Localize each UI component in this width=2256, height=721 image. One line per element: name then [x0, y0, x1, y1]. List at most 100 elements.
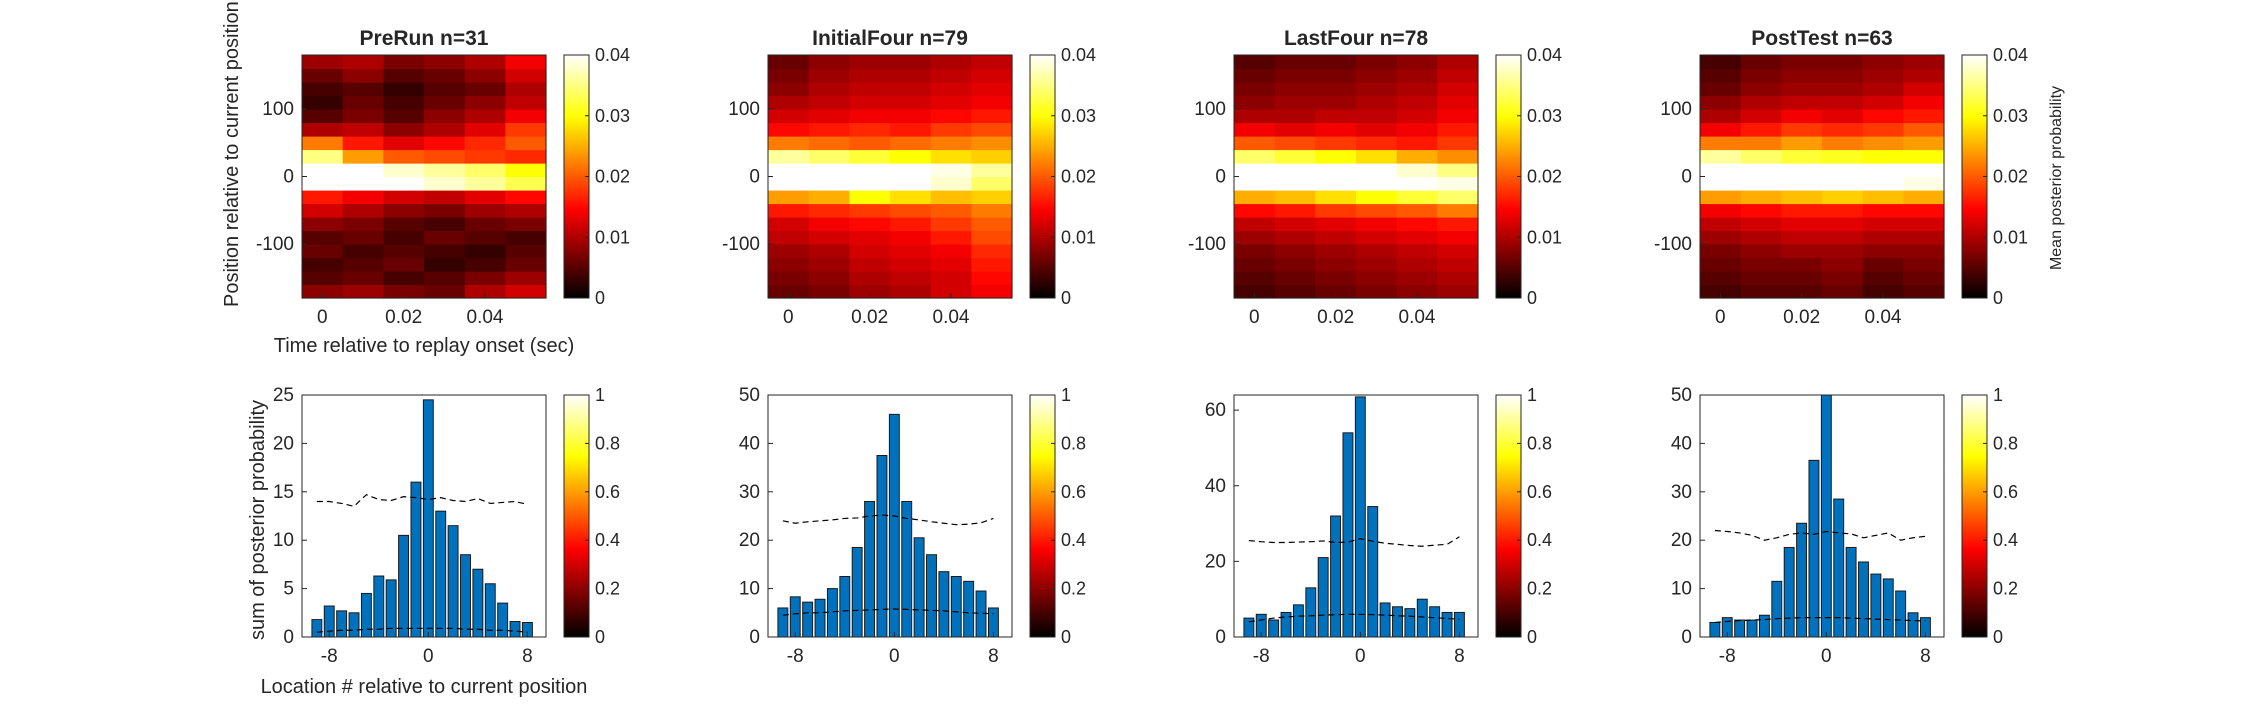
colorbar-gradient — [1961, 54, 1988, 299]
heatmap-cell — [1234, 136, 1276, 151]
heatmap-cell — [1396, 176, 1438, 191]
heatmap-cell — [505, 163, 547, 178]
heatmap-cell — [1437, 149, 1479, 164]
heatmap-cell — [1315, 176, 1357, 191]
heatmap-cell — [342, 163, 384, 178]
heatmap-cell — [1396, 271, 1438, 286]
heatmap-cell — [1740, 257, 1782, 272]
bar — [1441, 611, 1453, 638]
bar — [422, 399, 434, 638]
heatmap-cell — [1740, 95, 1782, 110]
heatmap-cell — [383, 149, 425, 164]
heatmap-cell — [1437, 95, 1479, 110]
heatmap-cell — [464, 190, 506, 205]
heatmap-cell — [1700, 176, 1742, 191]
heatmap-cell — [302, 68, 344, 83]
heatmap-cell — [971, 217, 1013, 232]
colorbar-gradient — [563, 394, 590, 638]
heatmap-cell — [808, 109, 850, 124]
heatmap-cell — [808, 176, 850, 191]
bar-panel-1: 0 5 10 15 20 25 -8 0 8 0 0.2 0.4 0.6 0.8 1 — [273, 385, 620, 667]
heatmap-cell — [1740, 244, 1782, 259]
bar — [789, 596, 801, 638]
bar — [938, 571, 950, 638]
heatmap-cell — [1356, 257, 1398, 272]
heatmap-cell — [1903, 257, 1945, 272]
heatmap-cell — [505, 136, 547, 151]
bar — [926, 554, 937, 638]
heatmap-cell — [1903, 136, 1945, 151]
heatmap-cell — [1396, 257, 1438, 272]
bar — [1342, 432, 1354, 638]
heatmap-cell — [930, 136, 972, 151]
heatmap-cell — [1903, 82, 1945, 97]
heatmap-cell — [505, 203, 547, 218]
y-tick-label: 10 — [739, 579, 760, 600]
heatmap-cell — [1740, 190, 1782, 205]
heatmap-cell — [1356, 230, 1398, 245]
heatmap-cell — [1396, 55, 1438, 70]
heatmap-cell — [505, 217, 547, 232]
heatmap-cell — [302, 190, 344, 205]
heatmap-cell — [464, 271, 506, 286]
heatmap-cell — [1234, 244, 1276, 259]
heatmap-cell — [930, 230, 972, 245]
lower-threshold-line — [1248, 613, 1460, 623]
heatmap-cell — [768, 284, 810, 299]
heatmap-cell — [1437, 163, 1479, 178]
heatmap-cell — [971, 163, 1013, 178]
bar — [1734, 619, 1746, 638]
heatmap-cell — [1740, 271, 1782, 286]
heatmap-cell — [1822, 68, 1864, 83]
heatmap-cell — [1396, 190, 1438, 205]
heatmap-cell — [1862, 190, 1904, 205]
upper-threshold-line — [1248, 536, 1460, 547]
heatmap-cell — [1903, 149, 1945, 164]
colorbar-gradient — [1029, 394, 1056, 638]
heatmap-cell — [1234, 55, 1276, 70]
x-tick-label: 0 — [1249, 307, 1260, 328]
heatmap-cell — [424, 190, 466, 205]
colorbar-tick-label: 0.6 — [595, 482, 620, 502]
bar — [950, 576, 962, 638]
heatmap-cell — [1822, 271, 1864, 286]
heatmap-cell — [890, 163, 932, 178]
heatmap-cell — [890, 257, 932, 272]
heatmap-cell — [342, 176, 384, 191]
heatmap-cell — [505, 122, 547, 137]
heatmap-cell — [1315, 257, 1357, 272]
heatmap-cell — [1781, 149, 1823, 164]
heatmap-cell — [1315, 149, 1357, 164]
heatmap-cell — [302, 149, 344, 164]
heatmap-cell — [1822, 244, 1864, 259]
heatmap-cell — [768, 136, 810, 151]
heatmap-cell — [1862, 95, 1904, 110]
heatmap-cell — [971, 82, 1013, 97]
heatmap-cell — [1700, 109, 1742, 124]
colorbar-tick-label: 0.6 — [1993, 482, 2018, 502]
colorbar-tick-label: 0.01 — [1993, 227, 2028, 247]
heatmap-cell — [1274, 190, 1316, 205]
heatmap-cell — [342, 190, 384, 205]
heatmap-cell — [890, 230, 932, 245]
colorbar-gradient — [1029, 54, 1056, 299]
bar — [1317, 557, 1329, 638]
heatmap-cell — [1781, 122, 1823, 137]
heatmap-cell — [971, 109, 1013, 124]
heatmap-cell — [302, 82, 344, 97]
y-tick-label: 0 — [749, 167, 760, 188]
heatmap-cell — [808, 82, 850, 97]
bar-panel-3: 0 20 40 60 -8 0 8 0 0.2 0.4 0.6 0.8 1 — [1205, 385, 1552, 667]
bar — [360, 592, 372, 638]
heatmap-cell — [971, 176, 1013, 191]
heatmap-cell — [342, 109, 384, 124]
heatmap-cell — [768, 203, 810, 218]
heatmap-cell — [342, 203, 384, 218]
heatmap-cell — [849, 217, 891, 232]
colorbar-tick-label: 0.2 — [1527, 579, 1552, 599]
heatmap-cell — [1356, 68, 1398, 83]
heatmap-cell — [1396, 230, 1438, 245]
heatmap-cell — [1274, 244, 1316, 259]
heatmap-cell — [808, 149, 850, 164]
colorbar-tick-label: 0.6 — [1061, 482, 1086, 502]
